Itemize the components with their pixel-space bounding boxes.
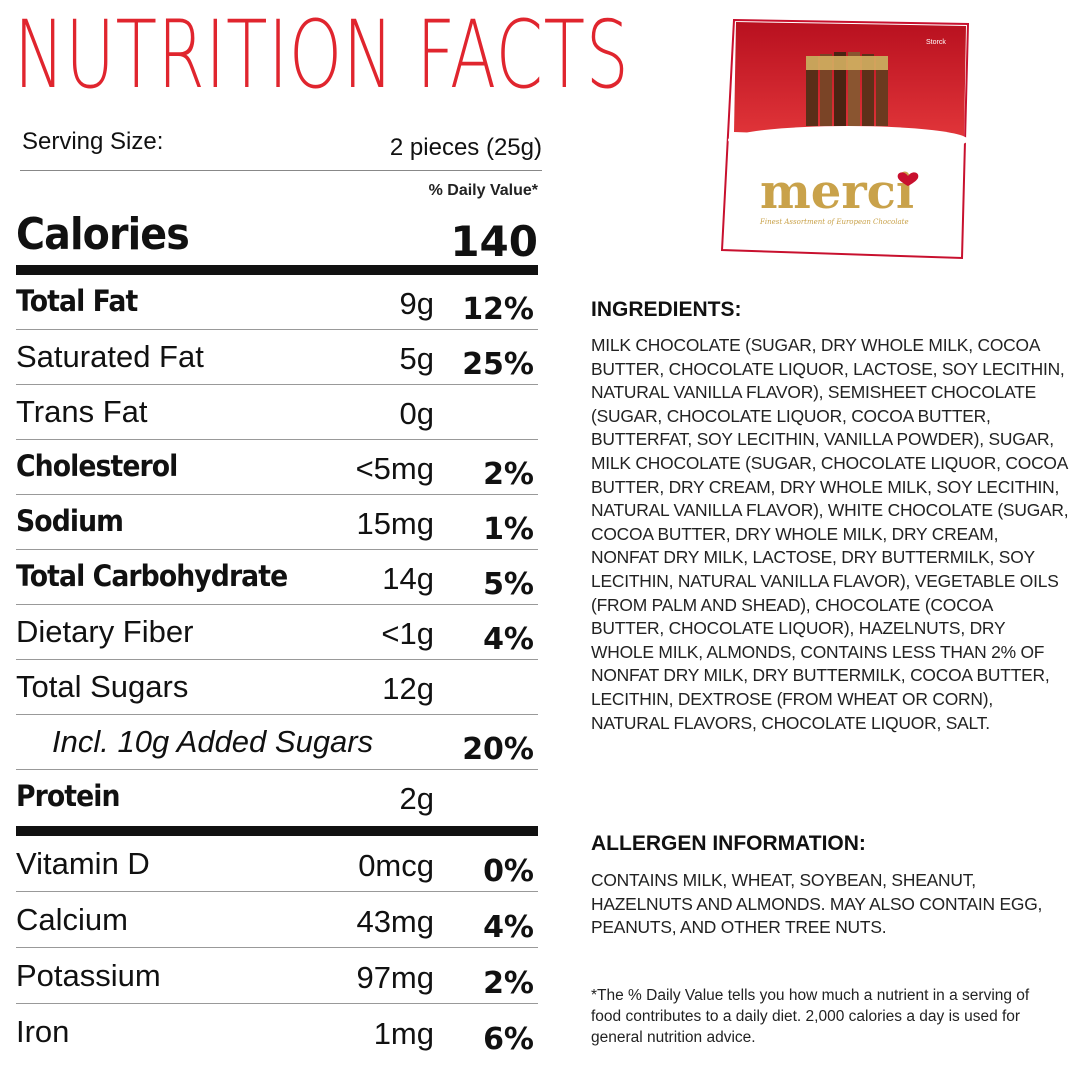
nutrient-row-total-fat: Total Fat 9g 12% (16, 274, 538, 330)
nutrient-name: Total Sugars (16, 669, 189, 704)
vitamin-name: Iron (16, 1014, 70, 1049)
vitamin-name: Vitamin D (16, 846, 150, 881)
serving-size-value: 2 pieces (25g) (389, 134, 542, 161)
vitamin-row-calcium: Calcium 43mg 4% (16, 892, 538, 948)
vitamin-row-potassium: Potassium 97mg 2% (16, 948, 538, 1004)
nutrient-dv: 2% (483, 457, 534, 492)
nutrient-amount: 0g (399, 396, 434, 431)
vitamin-row-vitamin-d: Vitamin D 0mcg 0% (16, 836, 538, 892)
vitamin-dv: 6% (483, 1022, 534, 1057)
nutrient-row-sodium: Sodium 15mg 1% (16, 494, 538, 550)
calories-label: Calories (16, 209, 190, 260)
nutrient-amount: <1g (381, 616, 434, 651)
nutrient-amount: 9g (399, 286, 434, 321)
chocolate-bars-icon (806, 52, 888, 126)
nutrient-name: Total Fat (16, 284, 138, 318)
allergen-heading: ALLERGEN INFORMATION: (591, 832, 866, 855)
vitamin-amount: 0mcg (358, 848, 434, 883)
nutrient-row-total-carbohydrate: Total Carbohydrate 14g 5% (16, 549, 538, 605)
nutrient-row-trans-fat: Trans Fat 0g (16, 384, 538, 440)
calories-row: Calories 140 (16, 205, 538, 275)
vitamin-dv: 2% (483, 966, 534, 1001)
nutrient-row-total-sugars: Total Sugars 12g (16, 659, 538, 715)
daily-value-footnote: *The % Daily Value tells you how much a … (591, 987, 1030, 1046)
nutrient-amount: 5g (399, 341, 434, 376)
serving-size-row: Serving Size: 2 pieces (25g) (20, 120, 542, 171)
allergen-text: CONTAINS MILK, WHEAT, SOYBEAN, SHEANUT, … (591, 870, 1043, 938)
nutrient-name: Sodium (16, 504, 124, 538)
nutrient-name: Incl. 10g Added Sugars (52, 724, 374, 759)
nutrient-name: Trans Fat (16, 394, 148, 429)
nutrient-row-saturated-fat: Saturated Fat 5g 25% (16, 329, 538, 385)
vitamin-name: Calcium (16, 902, 128, 937)
nutrient-name: Total Carbohydrate (16, 559, 288, 593)
ingredients-heading: INGREDIENTS: (591, 298, 742, 321)
calories-value: 140 (450, 217, 538, 266)
nutrient-amount: 14g (382, 561, 434, 596)
nutrient-dv: 1% (483, 512, 534, 547)
heart-icon (897, 172, 919, 186)
nutrient-amount: <5mg (355, 451, 434, 486)
nutrient-row-protein: Protein 2g (16, 769, 538, 836)
nutrient-dv: 20% (462, 732, 534, 767)
maker-logo: Storck (926, 39, 946, 46)
vitamin-amount: 97mg (356, 960, 434, 995)
vitamin-row-iron: Iron 1mg 6% (16, 1004, 538, 1059)
product-box-illustration: Storck merci Finest Assortment of Europe… (720, 18, 970, 260)
nutrient-amount: 15mg (356, 506, 434, 541)
daily-value-header: % Daily Value* (428, 182, 538, 199)
nutrient-name: Cholesterol (16, 449, 178, 483)
nutrient-dv: 5% (483, 567, 534, 602)
brand-tagline: Finest Assortment of European Chocolate (759, 218, 909, 226)
nutrient-row-added-sugars: Incl. 10g Added Sugars 20% (16, 714, 538, 770)
vitamin-dv: 0% (483, 854, 534, 889)
nutrient-name: Protein (16, 779, 121, 813)
vitamin-name: Potassium (16, 958, 161, 993)
vitamin-amount: 43mg (356, 904, 434, 939)
vitamin-dv: 4% (483, 910, 534, 945)
page-title: NUTRITION FACTS (14, 1, 630, 110)
brand-logo: merci (760, 164, 914, 220)
nutrient-amount: 2g (399, 781, 434, 816)
nutrient-dv: 4% (483, 622, 534, 657)
nutrient-name: Saturated Fat (16, 339, 204, 374)
nutrient-name: Dietary Fiber (16, 614, 194, 649)
vitamin-amount: 1mg (373, 1016, 434, 1051)
serving-size-label: Serving Size: (22, 128, 164, 155)
nutrient-amount: 12g (382, 671, 434, 706)
product-box-image: Storck merci Finest Assortment of Europe… (720, 18, 970, 260)
nutrient-dv: 12% (462, 292, 534, 327)
nutrient-dv: 25% (462, 347, 534, 382)
nutrient-row-dietary-fiber: Dietary Fiber <1g 4% (16, 604, 538, 660)
ingredients-text: MILK CHOCOLATE (SUGAR, DRY WHOLE MILK, C… (591, 335, 1069, 733)
nutrient-row-cholesterol: Cholesterol <5mg 2% (16, 439, 538, 495)
